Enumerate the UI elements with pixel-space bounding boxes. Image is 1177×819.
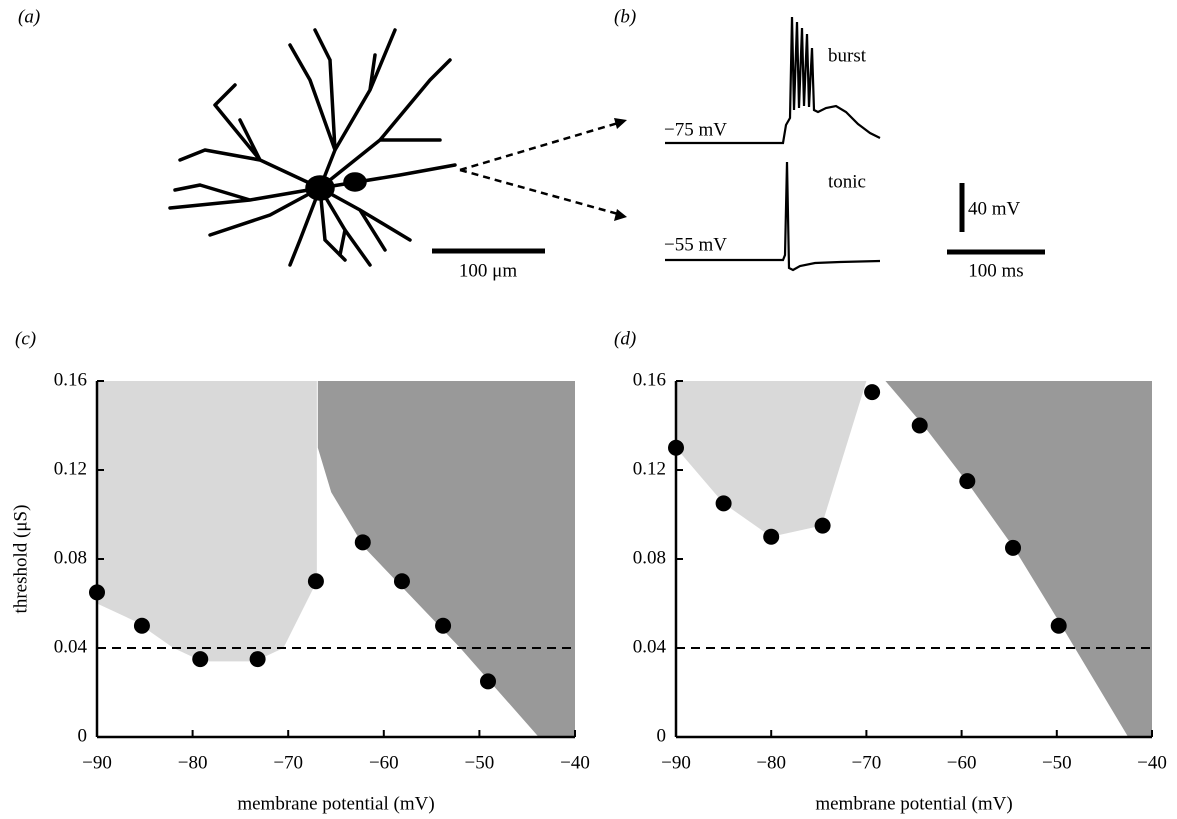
- trace-label: burst: [828, 45, 867, 66]
- y-tick-label: 0.04: [633, 636, 667, 657]
- x-axis-label: membrane potential (mV): [237, 793, 434, 814]
- point: [354, 534, 371, 551]
- point: [763, 528, 780, 545]
- point: [89, 584, 105, 601]
- point: [192, 651, 209, 668]
- trace-label: tonic: [828, 171, 866, 192]
- y-tick-label: 0: [78, 725, 88, 746]
- scale-label: 100 μm: [459, 260, 517, 281]
- point: [307, 573, 324, 590]
- scale-label: 40 mV: [968, 198, 1021, 219]
- point: [959, 473, 976, 490]
- scale-label: 100 ms: [968, 260, 1023, 281]
- y-tick-label: 0.16: [633, 369, 666, 390]
- x-axis-label: membrane potential (mV): [815, 793, 1012, 814]
- y-tick-label: 0.04: [54, 636, 88, 657]
- x-tick-label: −80: [178, 752, 208, 773]
- x-tick-label: −90: [82, 752, 112, 773]
- trace-level: −75 mV: [664, 119, 727, 140]
- point: [393, 573, 410, 590]
- arrows: [459, 121, 619, 216]
- panel-label: (c): [15, 328, 36, 349]
- x-tick-label: −50: [1042, 752, 1072, 773]
- point: [480, 673, 497, 690]
- x-tick-label: −60: [369, 752, 399, 773]
- point: [133, 617, 150, 634]
- point: [864, 384, 881, 401]
- y-tick-label: 0.08: [633, 547, 666, 568]
- y-tick-label: 0.08: [54, 547, 87, 568]
- point: [1050, 617, 1067, 634]
- x-tick-label: −70: [273, 752, 303, 773]
- region: [97, 381, 317, 662]
- x-tick-label: −50: [465, 752, 495, 773]
- neuron: [168, 28, 457, 267]
- y-axis-label: threshold (μS): [10, 505, 31, 614]
- point: [249, 651, 266, 668]
- panel-label: (a): [18, 6, 40, 27]
- point: [715, 495, 732, 512]
- point: [911, 417, 928, 434]
- x-tick-label: −40: [560, 752, 590, 773]
- y-tick-label: 0.12: [633, 458, 666, 479]
- trace-level: −55 mV: [664, 234, 727, 255]
- point: [668, 439, 684, 456]
- x-tick-label: −60: [947, 752, 977, 773]
- region: [676, 381, 867, 537]
- y-tick-label: 0.12: [54, 458, 87, 479]
- region: [317, 381, 575, 737]
- arrow-heads: [614, 118, 627, 221]
- y-tick-label: 0.16: [54, 369, 87, 390]
- point: [1005, 539, 1022, 556]
- y-tick-label: 0: [657, 725, 667, 746]
- x-tick-label: −40: [1137, 752, 1167, 773]
- voltage-traces: [665, 16, 881, 272]
- x-tick-label: −70: [852, 752, 882, 773]
- panel-label: (d): [614, 328, 636, 349]
- x-tick-label: −80: [756, 752, 786, 773]
- point: [435, 617, 452, 634]
- panel-label: (b): [614, 6, 636, 27]
- point: [814, 517, 831, 534]
- x-tick-label: −90: [661, 752, 691, 773]
- region: [885, 381, 1152, 737]
